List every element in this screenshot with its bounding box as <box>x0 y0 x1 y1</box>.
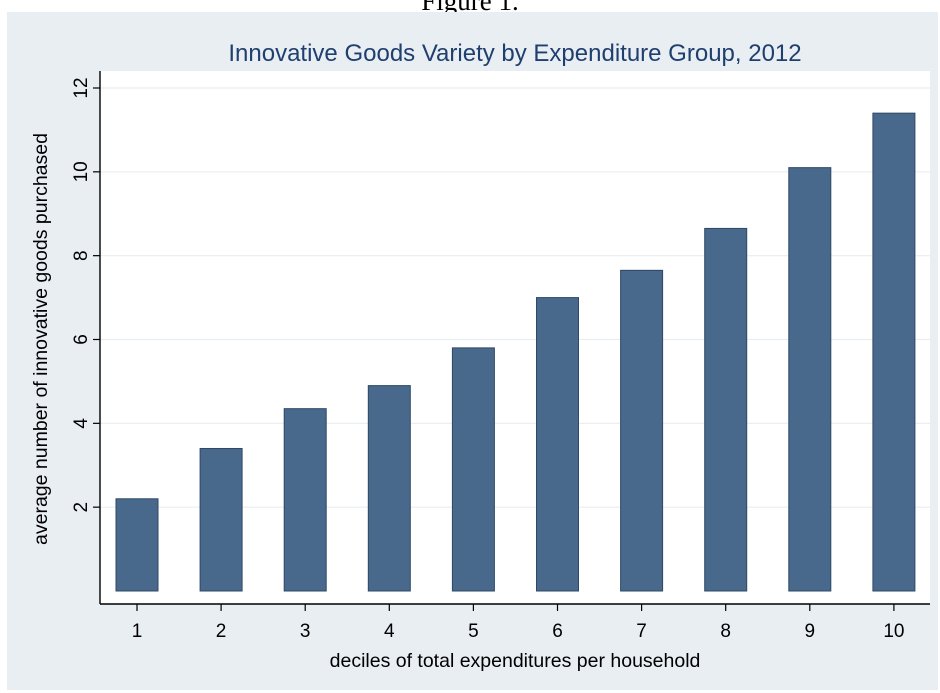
x-tick-label: 10 <box>883 621 904 642</box>
bar <box>872 112 916 592</box>
bar <box>283 408 327 592</box>
x-axis-label: deciles of total expenditures per househ… <box>330 650 701 672</box>
x-tick-label: 6 <box>552 621 563 642</box>
x-tick-label: 8 <box>720 621 731 642</box>
bar <box>704 227 748 592</box>
x-tick-label: 2 <box>216 621 227 642</box>
x-tick-label: 4 <box>384 621 395 642</box>
bars <box>115 112 916 592</box>
bar <box>536 297 579 592</box>
x-tick-label: 7 <box>636 621 647 642</box>
y-tick-label: 2 <box>71 502 92 513</box>
y-tick-label: 12 <box>71 77 92 98</box>
bar <box>199 447 243 592</box>
x-tick-label: 9 <box>805 621 816 642</box>
x-tick-label: 1 <box>132 621 143 642</box>
bar <box>451 347 495 592</box>
bar <box>788 167 832 592</box>
y-tick-label: 6 <box>71 334 92 345</box>
axes <box>99 71 930 605</box>
y-tick-label: 8 <box>71 250 92 261</box>
y-tick-label: 4 <box>71 418 92 429</box>
y-axis-label: average number of innovative goods purch… <box>30 133 52 545</box>
bar <box>367 385 411 592</box>
bar <box>620 269 664 592</box>
bar <box>115 498 159 592</box>
x-tick-label: 3 <box>300 621 311 642</box>
x-tick-label: 5 <box>468 621 479 642</box>
y-tick-label: 10 <box>71 161 92 182</box>
chart-title: Innovative Goods Variety by Expenditure … <box>228 40 801 67</box>
